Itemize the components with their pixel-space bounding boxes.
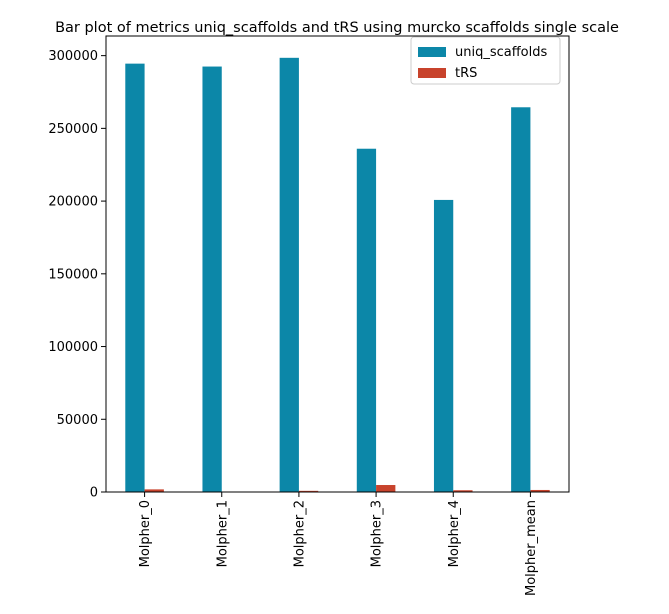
legend-box xyxy=(410,36,561,85)
legend-swatch-uniq_scaffolds xyxy=(418,47,446,57)
x-tick-label: Molpher_mean xyxy=(524,500,539,596)
y-tick-label: 0 xyxy=(90,486,98,501)
bar-uniq_scaffolds-Molpher_mean xyxy=(511,107,531,492)
y-tick-label: 100000 xyxy=(48,340,98,355)
x-axis: Molpher_0 Molpher_1 Molpher_2 Molpher_3 Molp… xyxy=(138,492,539,596)
bar-uniq_scaffolds-Molpher_2 xyxy=(279,57,299,493)
x-tick-label: Molpher_4 xyxy=(447,500,462,567)
bar-tRS-Molpher_0 xyxy=(144,489,164,492)
legend-label-tRS: tRS xyxy=(455,66,477,81)
bar-tRS-Molpher_mean xyxy=(530,489,550,492)
x-tick-label: Molpher_3 xyxy=(370,500,385,567)
bar-tRS-Molpher_2 xyxy=(298,490,319,492)
y-axis: 0 50000 100000 150000 200000 250000 300000 xyxy=(48,49,106,501)
y-tick-label: 300000 xyxy=(48,49,98,64)
bar-uniq_scaffolds-Molpher_0 xyxy=(125,63,145,493)
chart-title: Bar plot of metrics uniq_scaffolds and t… xyxy=(55,20,619,36)
legend: uniq_scaffolds tRS xyxy=(410,36,561,85)
bar-tRS-Molpher_4 xyxy=(453,490,473,492)
y-tick-label: 250000 xyxy=(48,122,98,137)
bar-tRS-Molpher_3 xyxy=(376,485,396,492)
x-tick-label: Molpher_1 xyxy=(215,500,230,567)
legend-label-uniq_scaffolds: uniq_scaffolds xyxy=(455,45,548,60)
bar-uniq_scaffolds-Molpher_4 xyxy=(433,199,454,492)
y-tick-label: 200000 xyxy=(48,195,98,210)
x-tick-label: Molpher_2 xyxy=(292,500,307,567)
bars-layer xyxy=(125,57,550,493)
bar-uniq_scaffolds-Molpher_1 xyxy=(202,66,222,492)
legend-swatch-tRS xyxy=(418,68,446,78)
y-tick-label: 50000 xyxy=(57,413,98,428)
y-tick-label: 150000 xyxy=(48,267,98,282)
x-tick-label: Molpher_0 xyxy=(138,500,153,567)
plot-frame xyxy=(105,35,570,493)
bar-uniq_scaffolds-Molpher_3 xyxy=(356,148,377,492)
